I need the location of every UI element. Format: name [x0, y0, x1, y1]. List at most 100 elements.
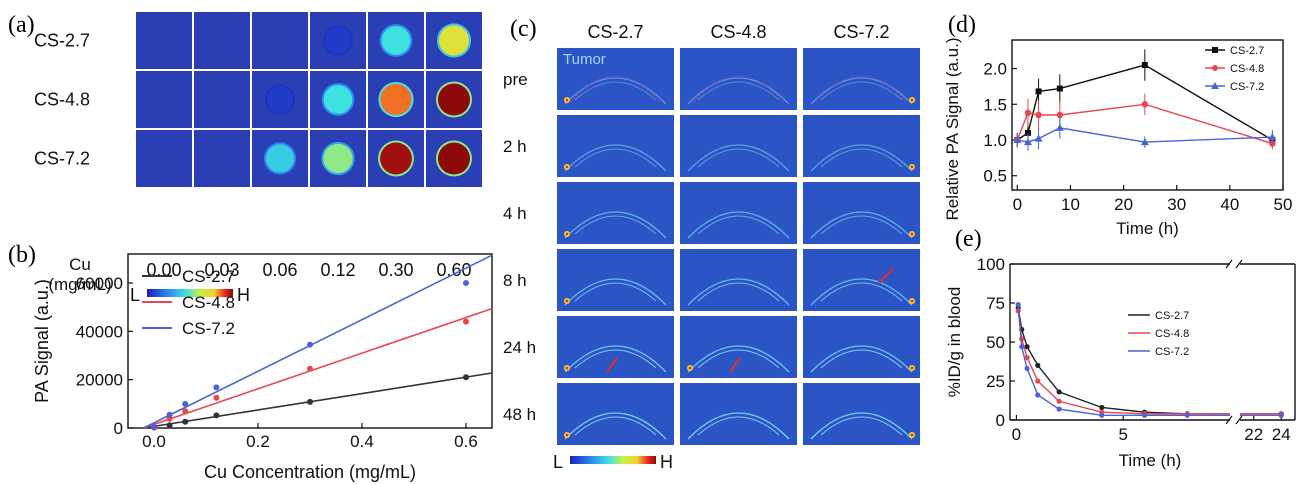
- d-legend-marker: [1212, 65, 1218, 71]
- d-ytick-label: 1.5: [983, 95, 1007, 114]
- d-legend-label: CS-7.2: [1230, 81, 1264, 93]
- c-tissue-arc: [697, 349, 780, 369]
- e-xaxis-label: Time (h): [1119, 451, 1182, 470]
- b-legend-label: CS-7.2: [182, 319, 235, 338]
- c-image-tile: [557, 48, 674, 110]
- e-data-point: [1141, 412, 1148, 418]
- c-colorbar: [570, 456, 656, 464]
- c-tissue-arc: [574, 148, 657, 168]
- c-tumor-label: Tumor: [563, 51, 606, 68]
- a-conc-label: 0.12: [320, 260, 355, 280]
- c-vessel-core: [565, 433, 569, 437]
- panel-b-label: (b): [8, 242, 36, 268]
- c-tissue-arc: [810, 144, 913, 172]
- c-row-label: 24 h: [503, 338, 536, 357]
- b-xtick-label: 0.2: [246, 432, 270, 451]
- c-vessel-core: [565, 165, 569, 169]
- a-well-spot: [265, 144, 295, 173]
- c-tissue-arc: [687, 278, 790, 306]
- b-data-point: [182, 400, 189, 407]
- a-well-spot: [323, 85, 353, 114]
- a-well-cell: [194, 130, 250, 187]
- d-plot-frame: [1011, 39, 1284, 191]
- b-data-point: [166, 422, 173, 429]
- e-data-point: [1099, 412, 1105, 418]
- a-well-spot: [438, 25, 470, 56]
- c-tissue-arc: [810, 345, 913, 373]
- d-marker: [1268, 133, 1277, 141]
- c-image-tile: [680, 383, 797, 445]
- c-tissue-arc: [564, 144, 667, 172]
- d-marker: [1024, 129, 1031, 136]
- b-legend-label: CS-4.8: [182, 293, 235, 312]
- b-fit-line: [143, 372, 493, 429]
- b-ytick-label: 60000: [76, 274, 123, 293]
- d-ytick-label: 2.0: [983, 60, 1007, 79]
- b-ytick-label: 0: [114, 419, 123, 438]
- a-well-spot: [438, 83, 470, 116]
- d-legend-marker: [1211, 82, 1219, 89]
- d-legend-label: CS-2.7: [1230, 45, 1264, 57]
- c-tumor-outline: [816, 75, 907, 103]
- e-ytick-label: 25: [986, 372, 1005, 391]
- cu-label-line1: Cu: [69, 255, 91, 274]
- e-data-point: [1024, 365, 1030, 372]
- c-vessel-core: [565, 299, 569, 303]
- a-well-spot: [380, 142, 412, 175]
- e-data-point: [1035, 392, 1041, 398]
- panel-c-label: (c): [510, 16, 537, 42]
- a-well-cell: [136, 71, 192, 128]
- c-image-tile: [557, 182, 674, 244]
- c-tissue-arc: [697, 416, 780, 436]
- b-xaxis-label: Cu Concentration (mg/mL): [204, 462, 416, 482]
- panel-a-label: (a): [8, 12, 35, 38]
- c-image-tile: [803, 316, 920, 378]
- c-tissue-arc: [564, 345, 667, 373]
- b-fit-line: [143, 307, 493, 429]
- d-series-line: [1016, 103, 1273, 145]
- c-image-tile: [803, 249, 920, 311]
- e-series-line: [1017, 307, 1282, 415]
- c-vessel-core: [910, 232, 914, 236]
- c-image-tile: [680, 182, 797, 244]
- b-xtick-label: 0.4: [350, 432, 374, 451]
- c-tissue-arc: [687, 144, 790, 172]
- d-marker: [1024, 109, 1032, 117]
- c-column-label: CS-2.7: [587, 22, 643, 42]
- d-xtick-label: 50: [1274, 195, 1293, 214]
- d-xaxis-label: Time (h): [1116, 219, 1179, 238]
- c-tissue-arc: [810, 211, 913, 239]
- a-well-spot: [380, 83, 412, 116]
- e-data-point: [1056, 389, 1062, 395]
- c-image-tile: [680, 48, 797, 110]
- c-vessel-core: [910, 433, 914, 437]
- e-data-point: [1019, 344, 1025, 350]
- b-fit-line: [143, 254, 493, 429]
- e-data-point: [1035, 362, 1041, 368]
- c-image-tile: [680, 316, 797, 378]
- c-vessel-core: [565, 232, 569, 236]
- a-well-spot: [324, 27, 352, 54]
- c-vessel-core: [565, 98, 569, 102]
- c-row-label: pre: [503, 70, 528, 89]
- c-row-label: 2 h: [503, 137, 527, 156]
- c-tissue-arc: [820, 416, 903, 436]
- c-arrow: [606, 357, 618, 373]
- c-tissue-arc: [697, 148, 780, 168]
- b-data-point: [307, 341, 313, 348]
- c-image-tile: [557, 249, 674, 311]
- cu-label-line2: (mg/mL): [48, 275, 111, 294]
- c-tissue-arc: [574, 416, 657, 436]
- b-data-point: [463, 318, 469, 325]
- e-data-point: [1056, 398, 1062, 404]
- e-yaxis-label: %ID/g in blood: [945, 287, 964, 398]
- b-data-point: [213, 384, 220, 391]
- c-vessel-core: [688, 366, 692, 370]
- c-tissue-arc: [810, 278, 913, 306]
- e-data-point: [1024, 344, 1030, 350]
- c-arrow: [878, 268, 894, 284]
- c-tissue-arc: [810, 77, 913, 105]
- c-tissue-arc: [687, 77, 790, 105]
- d-xtick-label: 20: [1114, 195, 1133, 214]
